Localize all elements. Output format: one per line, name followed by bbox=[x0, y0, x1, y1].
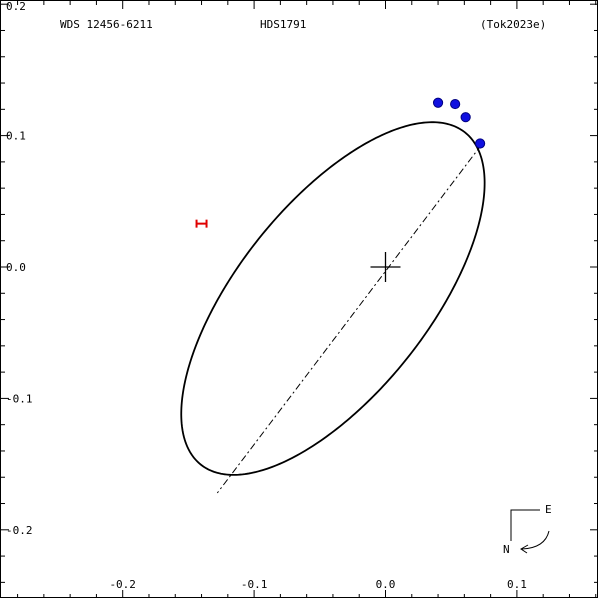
y-tick-label: -0.1 bbox=[6, 392, 33, 405]
compass: E N bbox=[503, 503, 552, 556]
orbit-ellipse bbox=[180, 121, 486, 476]
compass-north-label: N bbox=[503, 543, 510, 556]
x-tick-label: 0.1 bbox=[507, 578, 527, 591]
x-tick-label: 0.0 bbox=[376, 578, 396, 591]
primary-star-cross bbox=[370, 252, 401, 282]
compass-axes bbox=[510, 509, 540, 541]
observation-point bbox=[475, 138, 486, 149]
compass-rotation-arrow bbox=[521, 530, 550, 550]
discrepant-marker bbox=[195, 219, 208, 228]
y-tick-label: 0.1 bbox=[6, 130, 26, 143]
axis-tick-labels: 0.1 0.0 -0.1 -0.2 0.2 0.1 0.0 -0.1 -0.2 bbox=[6, 0, 527, 591]
compass-arrowhead bbox=[520, 544, 529, 554]
y-tick-label: 0.0 bbox=[6, 261, 26, 274]
observation-points bbox=[432, 97, 486, 149]
observation-point bbox=[432, 97, 444, 108]
discoverer-designation: HDS1791 bbox=[260, 18, 306, 31]
x-tick-label: -0.1 bbox=[241, 578, 268, 591]
wds-identifier: WDS 12456-6211 bbox=[60, 18, 153, 31]
orbit-reference: (Tok2023e) bbox=[480, 18, 546, 31]
x-tick-label: -0.2 bbox=[109, 578, 136, 591]
discrepant-points bbox=[195, 219, 208, 228]
observation-point bbox=[460, 112, 471, 123]
observation-point bbox=[450, 98, 461, 110]
y-tick-label: -0.2 bbox=[6, 524, 33, 537]
compass-east-label: E bbox=[545, 503, 552, 516]
line-of-nodes bbox=[216, 144, 482, 494]
y-tick-label: 0.2 bbox=[6, 0, 26, 13]
